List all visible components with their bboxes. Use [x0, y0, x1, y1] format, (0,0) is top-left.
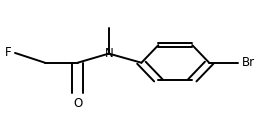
- Text: N: N: [105, 47, 113, 60]
- Text: O: O: [73, 97, 82, 110]
- Text: F: F: [4, 46, 11, 59]
- Text: Br: Br: [242, 56, 255, 69]
